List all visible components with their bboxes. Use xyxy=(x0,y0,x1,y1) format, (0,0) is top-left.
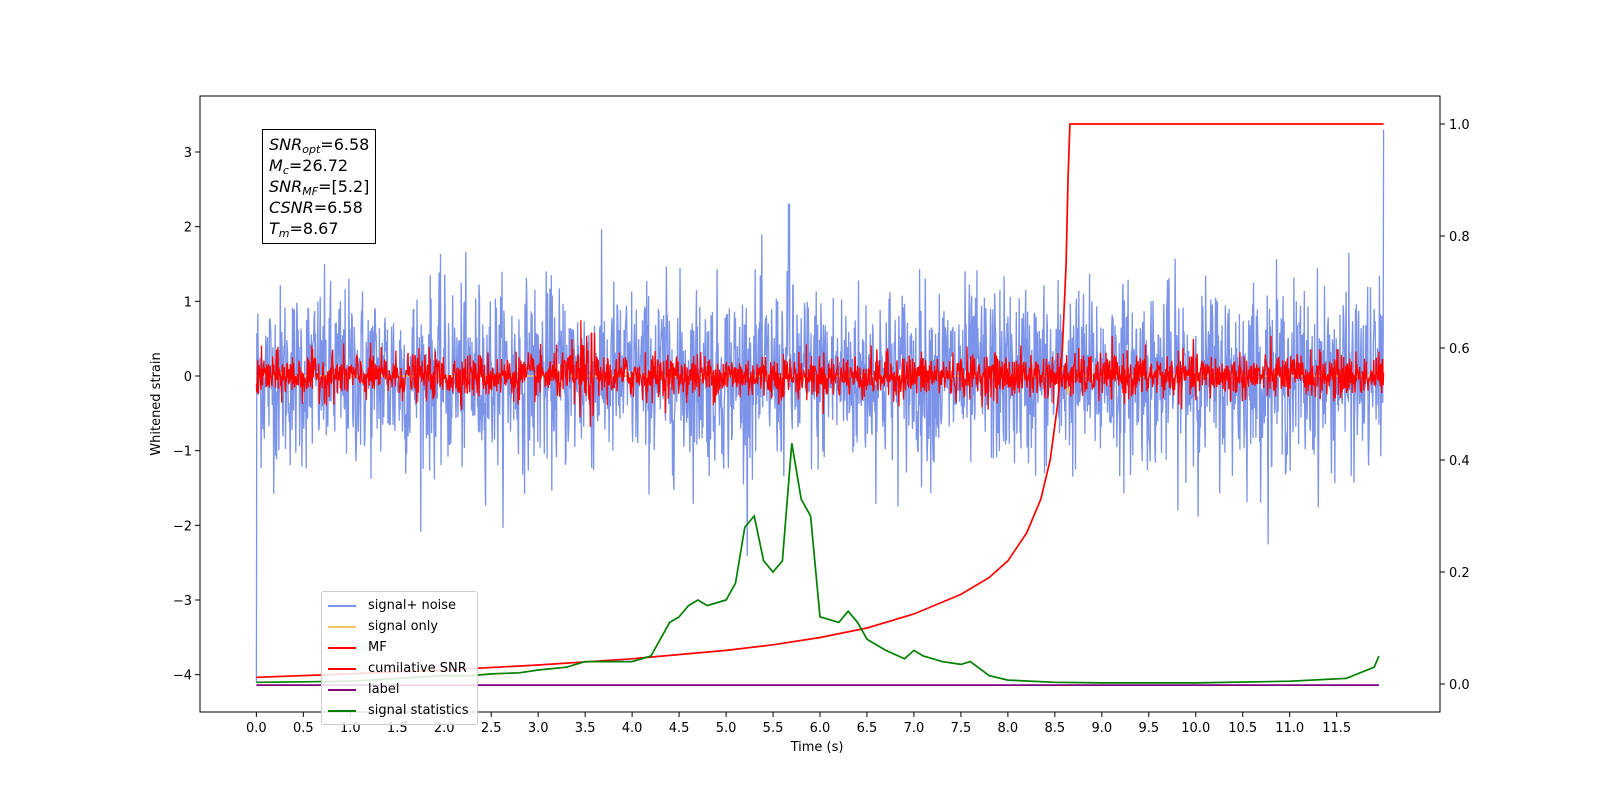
x-tick-label: 6.0 xyxy=(810,721,831,736)
x-tick-label: 10.5 xyxy=(1228,721,1257,736)
y-axis-label: Whitened strain xyxy=(149,352,164,455)
legend-item: cumilative SNR xyxy=(328,658,469,679)
x-tick-label: 9.0 xyxy=(1091,721,1112,736)
x-tick-label: 8.0 xyxy=(998,721,1019,736)
y-tick-label: 0 xyxy=(184,370,192,385)
legend-item: label xyxy=(328,679,469,700)
y2-tick-label: 1.0 xyxy=(1449,118,1470,133)
mc-line: Mc=26.72 xyxy=(269,156,349,177)
y-tick-label: 1 xyxy=(184,295,192,310)
y-axis-left: 3 2 1 0 −1 −2 −3 −4 xyxy=(173,146,200,684)
y2-tick-label: 0.6 xyxy=(1449,342,1470,357)
x-tick-label: 11.0 xyxy=(1275,721,1304,736)
legend-swatch xyxy=(328,667,356,670)
x-tick-label: 0.0 xyxy=(246,721,267,736)
y-tick-label: −3 xyxy=(173,594,192,609)
csnr-line: CSNR=6.58 xyxy=(269,198,363,217)
x-tick-label: 3.0 xyxy=(528,721,549,736)
x-tick-label: 2.5 xyxy=(481,721,502,736)
tm-line: Tm=8.67 xyxy=(269,219,339,240)
x-tick-label: 8.5 xyxy=(1045,721,1066,736)
y2-tick-label: 0.2 xyxy=(1449,566,1470,581)
legend-item: signal statistics xyxy=(328,700,469,721)
mf-line xyxy=(255,320,1385,427)
snr-opt-line: SNRopt=6.58 xyxy=(269,135,370,156)
x-tick-label: 5.0 xyxy=(716,721,737,736)
legend-item: MF xyxy=(328,637,469,658)
x-tick-label: 7.5 xyxy=(951,721,972,736)
legend-item: signal only xyxy=(328,616,469,637)
y-tick-label: 3 xyxy=(184,146,192,161)
x-tick-label: 7.0 xyxy=(904,721,925,736)
legend-label: signal+ noise xyxy=(368,598,457,613)
x-tick-label: 10.0 xyxy=(1181,721,1210,736)
legend-label: signal statistics xyxy=(368,703,469,718)
x-tick-label: 9.5 xyxy=(1138,721,1159,736)
legend-swatch xyxy=(328,604,356,607)
y-tick-label: −1 xyxy=(173,445,192,460)
y2-tick-label: 0.8 xyxy=(1449,230,1470,245)
legend-label: cumilative SNR xyxy=(368,661,467,676)
annotation-box: SNRopt=6.58 Mc=26.72 SNRMF=[5.2] CSNR=6.… xyxy=(262,129,377,244)
legend-swatch xyxy=(328,625,356,628)
legend-label: signal only xyxy=(368,619,439,634)
x-axis-label: Time (s) xyxy=(790,740,844,755)
x-tick-label: 4.0 xyxy=(622,721,643,736)
x-tick-label: 3.5 xyxy=(575,721,596,736)
snr-mf-line: SNRMF=[5.2] xyxy=(269,177,370,198)
x-tick-label: 5.5 xyxy=(763,721,784,736)
legend-label: MF xyxy=(368,640,387,655)
legend-label: label xyxy=(368,682,400,697)
y2-tick-label: 0.0 xyxy=(1449,678,1470,693)
legend-item: signal+ noise xyxy=(328,595,469,616)
x-tick-label: 4.5 xyxy=(669,721,690,736)
x-axis: 0.0 0.5 1.0 1.5 2.0 2.5 3.0 3.5 4.0 4.5 5.0 5.5 6.0 6… xyxy=(246,712,1351,736)
legend: signal+ noise signal only MF cumilative SNR… xyxy=(321,591,478,725)
legend-swatch xyxy=(328,709,356,712)
y2-tick-label: 0.4 xyxy=(1449,454,1470,469)
legend-swatch xyxy=(328,646,356,649)
x-tick-label: 6.5 xyxy=(857,721,878,736)
y-tick-label: −2 xyxy=(173,519,192,534)
y-tick-label: −4 xyxy=(173,669,192,684)
y-tick-label: 2 xyxy=(184,221,192,236)
x-tick-label: 0.5 xyxy=(293,721,314,736)
signal-statistics-line xyxy=(256,443,1380,684)
legend-swatch xyxy=(328,688,356,691)
y-axis-right: 1.0 0.8 0.6 0.4 0.2 0.0 xyxy=(1440,118,1470,693)
x-tick-label: 11.5 xyxy=(1322,721,1351,736)
